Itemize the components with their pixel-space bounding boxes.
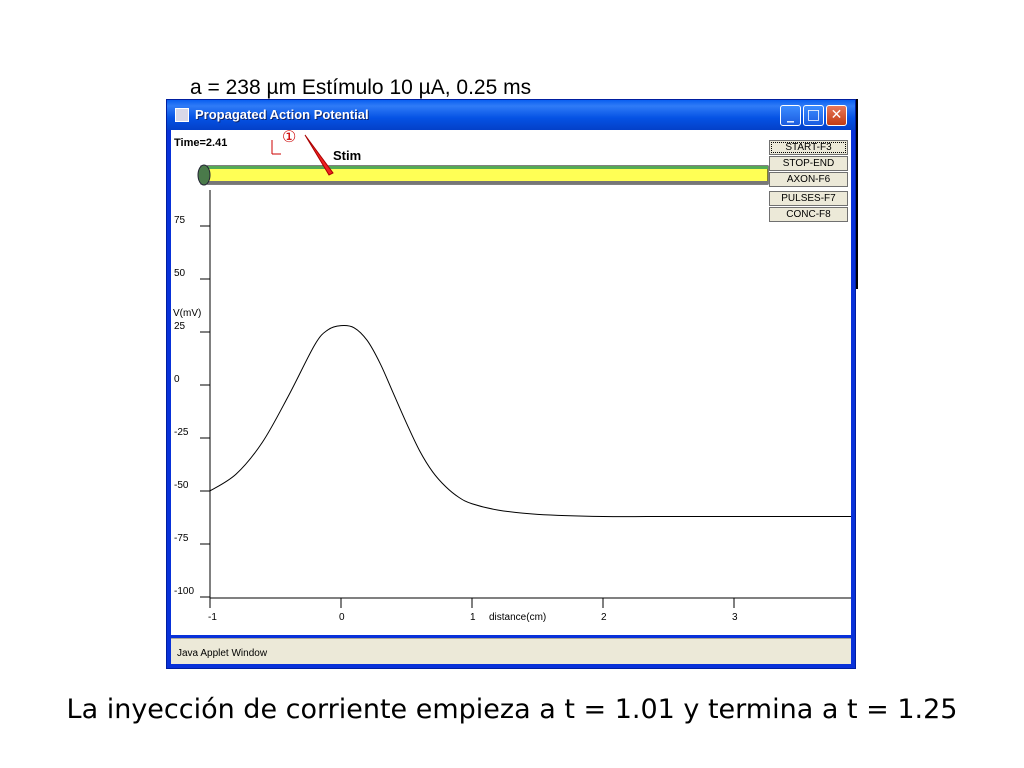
x-axis-label: distance(cm) — [489, 612, 546, 623]
conc-button[interactable]: CONC-F8 — [769, 207, 848, 222]
axon-button[interactable]: AXON-F6 — [769, 172, 848, 187]
close-button[interactable]: ✕ — [826, 105, 847, 126]
y-tick-label: -25 — [174, 427, 189, 438]
x-tick-label: 2 — [601, 612, 607, 623]
maximize-button[interactable]: □ — [803, 105, 824, 126]
status-bar: Java Applet Window — [171, 638, 851, 664]
slide-title: a = 238 µm Estímulo 10 µA, 0.25 ms — [190, 76, 532, 99]
time-readout: Time=2.41 — [174, 137, 228, 149]
y-axis-label: V(mV) — [173, 308, 201, 319]
start-button[interactable]: START-F3 — [769, 140, 848, 155]
java-coffee-icon — [175, 108, 189, 122]
slide-caption: La inyección de corriente empieza a t = … — [66, 694, 958, 725]
window-titlebar[interactable]: Propagated Action Potential _ □ ✕ — [167, 100, 855, 130]
axon-end-cap — [197, 164, 211, 186]
voltage-curve — [209, 324, 851, 518]
x-tick-label: 1 — [470, 612, 476, 623]
y-tick-label: 75 — [174, 215, 186, 226]
status-text: Java Applet Window — [177, 648, 268, 659]
control-buttons: START-F3 STOP-END AXON-F6 PULSES-F7 CONC… — [769, 140, 848, 222]
applet-window: Propagated Action Potential _ □ ✕ ① 75 50… — [166, 99, 856, 669]
minimize-button[interactable]: _ — [780, 105, 801, 126]
stim-marker: ① — [271, 130, 334, 176]
stim-marker-symbol: ① — [282, 130, 296, 146]
plot-ticks: 75 50 25 0 -25 -50 -75 -100 -1 0 1 2 3 — [174, 215, 738, 623]
stop-button[interactable]: STOP-END — [769, 156, 848, 171]
y-tick-label: -75 — [174, 533, 189, 544]
plot-axes — [209, 190, 851, 599]
x-tick-label: -1 — [208, 612, 217, 623]
axon-cylinder — [197, 164, 769, 186]
y-tick-label: -50 — [174, 480, 189, 491]
x-tick-label: 3 — [732, 612, 738, 623]
y-tick-label: -100 — [174, 586, 194, 597]
window-title: Propagated Action Potential — [195, 107, 369, 122]
y-tick-label: 0 — [174, 374, 180, 385]
x-tick-label: 0 — [339, 612, 345, 623]
pulses-button[interactable]: PULSES-F7 — [769, 191, 848, 206]
plot-svg: ① 75 50 25 0 -25 -50 -75 -100 -1 0 1 2 3 V(mV) dista… — [173, 130, 851, 623]
y-tick-label: 25 — [174, 321, 186, 332]
y-tick-label: 50 — [174, 268, 186, 279]
applet-canvas[interactable]: ① 75 50 25 0 -25 -50 -75 -100 -1 0 1 2 3 V(mV) dista… — [171, 130, 851, 635]
stim-label: Stim — [333, 148, 362, 163]
